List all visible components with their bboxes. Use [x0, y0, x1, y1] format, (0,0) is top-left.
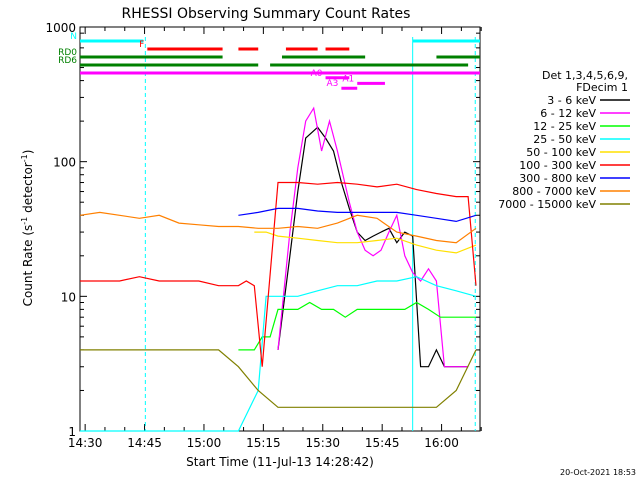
series-layer [79, 106, 477, 432]
legend-entry-label: 50 - 100 keV [526, 146, 596, 159]
legend-entry-label: 7000 - 15000 keV [498, 198, 596, 211]
y-tick-label: 1000 [45, 21, 76, 35]
x-tick-label: 15:45 [365, 436, 400, 450]
series-line-3 [80, 276, 477, 432]
x-tick-label: 15:00 [187, 436, 222, 450]
plot-axes [79, 26, 482, 432]
x-tick-label: 14:45 [127, 436, 162, 450]
x-tick-label: 16:00 [424, 436, 459, 450]
legend-entry-label: 300 - 800 keV [519, 172, 596, 185]
y-tick-labels: 1 10 100 1000 [45, 21, 76, 439]
series-line-1 [277, 106, 469, 368]
flag-label: N [70, 32, 77, 42]
legend-entry-label: 25 - 50 keV [533, 133, 596, 146]
legend-entry-label: 100 - 300 keV [519, 159, 596, 172]
legend-entry-label: 6 - 12 keV [540, 107, 596, 120]
legend-title-line2: FDecim 1 [576, 81, 628, 94]
footer-timestamp: 20-Oct-2021 18:53 [560, 468, 636, 477]
chart-title: RHESSI Observing Summary Count Rates [122, 6, 411, 22]
legend-entry-label: 3 - 6 keV [547, 94, 596, 107]
flag-label: F [139, 40, 144, 50]
y-axis-label: Count Rate (s-1 detector-1) [20, 150, 35, 307]
series-line-8 [80, 349, 477, 408]
legend-title-line1: Det 1,3,4,5,6,9, [542, 69, 628, 82]
y-tick-label: 1 [68, 425, 76, 439]
y-tick-label: 100 [53, 156, 76, 170]
x-tick-labels: 14:30 14:45 15:00 15:15 15:30 15:45 16:00 [68, 436, 459, 450]
flag-label: A0 [311, 69, 323, 79]
series-line-2 [238, 301, 476, 351]
flag-label: RD6 [58, 56, 77, 66]
flag-label: A3 [326, 79, 338, 89]
x-tick-label: 15:15 [246, 436, 281, 450]
flag-label: RD0 [58, 48, 77, 58]
plot-frame [79, 26, 481, 432]
flag-label: A1 [342, 74, 354, 84]
y-tick-label: 10 [61, 290, 76, 304]
legend-entry-label: 800 - 7000 keV [512, 185, 596, 198]
series-line-0 [277, 126, 469, 368]
series-line-7 [79, 211, 477, 244]
x-tick-label: 15:30 [305, 436, 340, 450]
x-tick-label: 14:30 [68, 436, 103, 450]
series-line-5 [80, 181, 477, 367]
x-axis-label: Start Time (11-Jul-13 14:28:42) [186, 455, 374, 469]
legend-entry-label: 12 - 25 keV [533, 120, 596, 133]
series-line-4 [254, 231, 477, 254]
series-line-6 [238, 207, 477, 223]
